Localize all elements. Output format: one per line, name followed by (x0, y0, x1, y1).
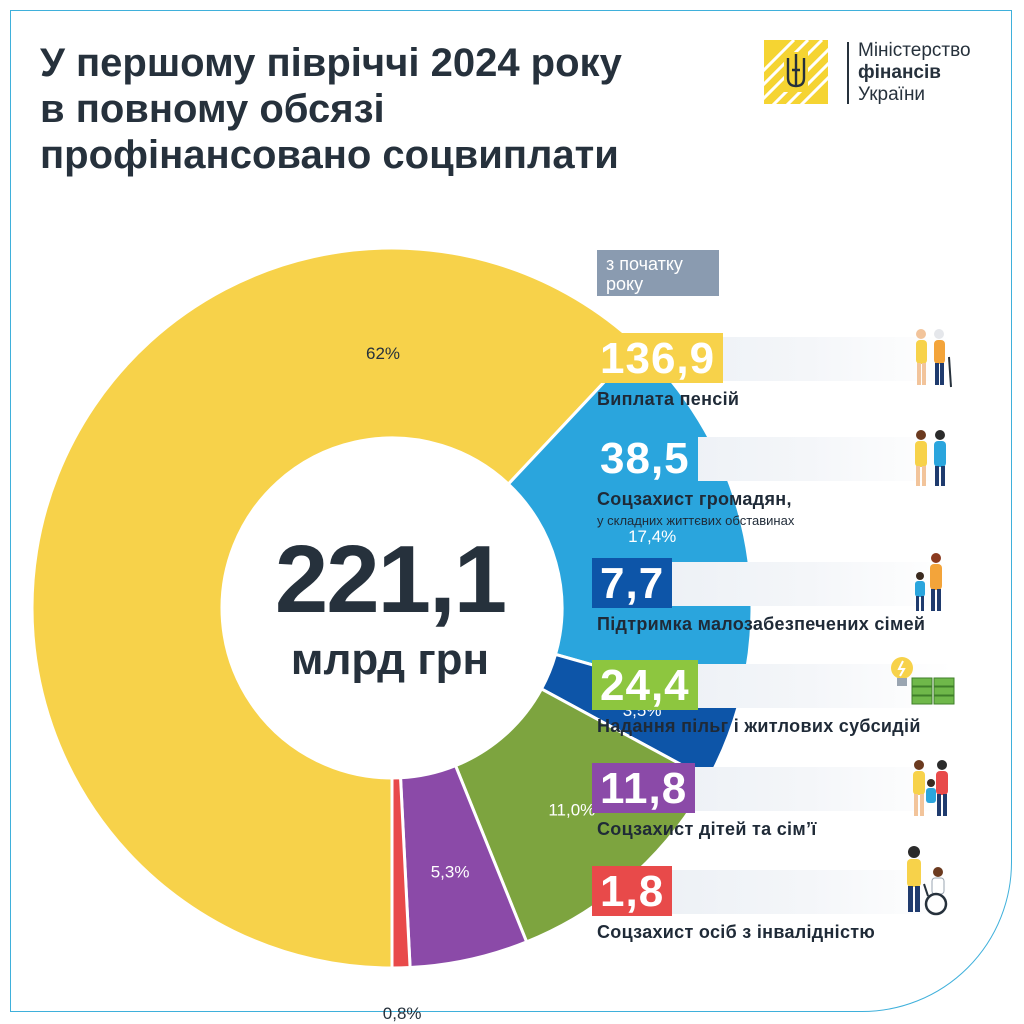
parent-child-icon (915, 553, 942, 611)
legend-row-subsidies: 24,4 Надання пільг і житлових субсидій (592, 657, 992, 760)
donut-slice (30, 246, 641, 970)
logo-line-2: фінансів (858, 62, 941, 83)
tryzub-emblem-icon (764, 40, 828, 104)
page-title: У першому півріччі 2024 року в повному о… (40, 40, 740, 178)
row-value: 38,5 (592, 433, 698, 483)
slice-percent-label: 0,8% (383, 1004, 422, 1023)
legend-row-children-family: 11,8 Соцзахист дітей та сім’ї (592, 760, 992, 863)
row-label: Соцзахист дітей та сім’ї (597, 819, 817, 839)
row-value: 24,4 (592, 660, 698, 710)
badge-line-1: з початку (606, 254, 683, 274)
legend-row-pensions: 136,9 Виплата пенсій (592, 329, 992, 433)
row-label: Надання пільг і житлових субсидій (597, 716, 921, 736)
row-sublabel: у складних життєвих обставинах (597, 513, 795, 528)
donut-slice (453, 686, 711, 944)
elderly-couple-icon (916, 329, 952, 388)
logo-line-3: України (858, 84, 926, 105)
support-people-icon (915, 430, 946, 486)
row-label: Підтримка малозабезпечених сімей (597, 614, 926, 634)
card-frame (10, 10, 1012, 1012)
title-line-3: профінансовано соцвиплати (40, 133, 619, 177)
row-label: Соцзахист громадян, (597, 489, 792, 509)
legend-row-citizens: 38,5 Соцзахист громадян, у складних житт… (592, 430, 992, 533)
row-value: 11,8 (592, 763, 696, 813)
logo-line-1: Міністерство (858, 40, 971, 61)
wheelchair-icon (907, 846, 948, 916)
title-line-2: в повному обсязі (40, 87, 385, 131)
total-value: 221,1 (274, 526, 507, 633)
slice-percent-label: 62% (366, 344, 400, 363)
legend-row-low-income: 7,7 Підтримка малозабезпечених сімей (592, 553, 992, 658)
title-line-1: У першому півріччі 2024 року (40, 41, 622, 85)
badge-line-2: року (606, 274, 644, 294)
donut-slice (390, 776, 412, 970)
row-value: 136,9 (592, 333, 724, 383)
lightbulb-money-icon (891, 657, 955, 705)
slice-percent-label: 17,4% (628, 527, 676, 546)
slice-percent-label: 5,3% (431, 863, 470, 882)
period-badge: з початку року (597, 250, 719, 296)
slice-percent-label: 11,0% (548, 800, 595, 819)
logo-text: Міністерство фінансів України (858, 40, 971, 106)
row-value: 1,8 (592, 866, 673, 916)
legend-row-disability: 1,8 Соцзахист осіб з інвалідністю (592, 846, 992, 966)
row-label: Виплата пенсій (597, 389, 740, 409)
row-value: 7,7 (592, 558, 673, 608)
family-icon (913, 760, 948, 816)
logo-divider (847, 42, 849, 104)
ministry-logo: Міністерство фінансів України (764, 40, 1004, 106)
total-unit: млрд грн (290, 635, 490, 684)
row-label: Соцзахист осіб з інвалідністю (597, 922, 876, 942)
